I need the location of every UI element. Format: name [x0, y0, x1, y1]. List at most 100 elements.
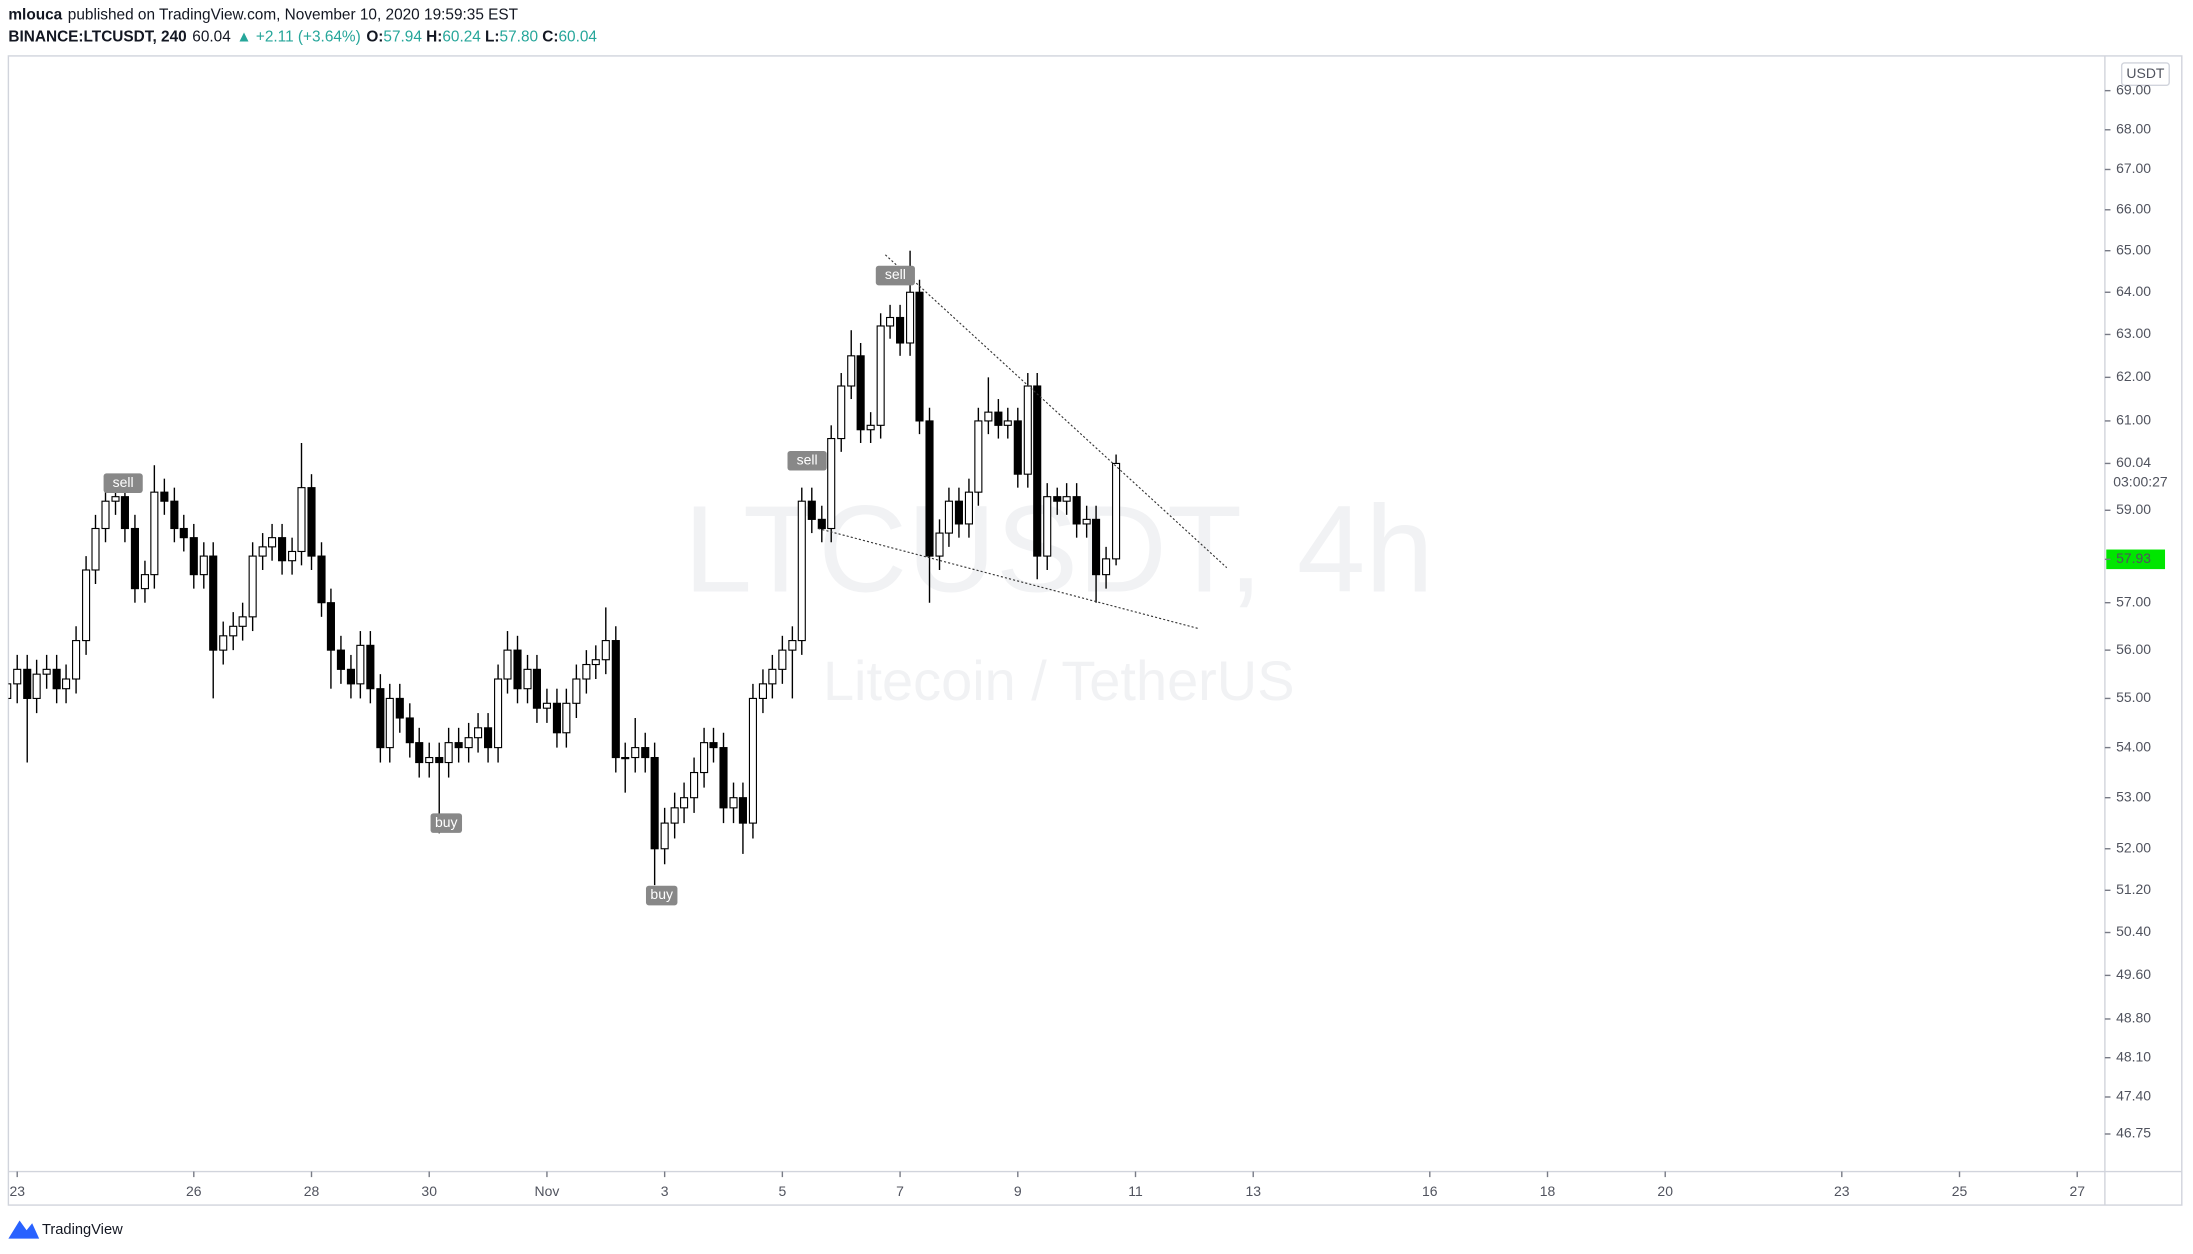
candle-body: [91, 527, 100, 571]
candle-body: [925, 420, 934, 557]
annotation-box: [787, 450, 827, 471]
change: ▲ +2.11 (+3.64%): [236, 29, 360, 46]
y-tick-label: 59.00: [2116, 501, 2151, 517]
candle-body: [523, 668, 532, 690]
candle-body: [484, 727, 493, 749]
candle-body: [532, 668, 541, 709]
y-tick-label: 52.00: [2116, 839, 2151, 855]
candle-body: [23, 668, 32, 699]
annotation-box: [645, 885, 678, 906]
x-tick-label: 13: [1245, 1183, 1261, 1199]
candle-body: [464, 737, 473, 749]
c-label: C:: [542, 29, 558, 46]
candle-body: [503, 649, 512, 680]
x-tick-label: Nov: [535, 1183, 560, 1199]
candle-body: [366, 644, 375, 690]
last-price: 60.04: [192, 29, 231, 46]
price-label: 60.04: [2116, 454, 2151, 470]
candle-body: [611, 640, 620, 759]
candle-body: [238, 616, 247, 627]
candle-body: [729, 797, 738, 809]
candle-body: [72, 640, 81, 680]
candle-body: [278, 537, 287, 562]
countdown: 03:00:27: [2113, 474, 2168, 490]
candle-body: [641, 747, 650, 759]
candle-body: [8, 683, 12, 699]
candle-body: [552, 702, 561, 734]
candle-body: [650, 756, 659, 850]
candle-body: [847, 355, 856, 387]
candle-body: [964, 491, 973, 525]
candle-body: [189, 537, 198, 576]
y-tick-label: 49.60: [2116, 966, 2151, 982]
o-label: O:: [366, 29, 383, 46]
legend-line: BINANCE:LTCUSDT, 240 60.04 ▲ +2.11 (+3.64%…: [8, 29, 597, 46]
l-label: L:: [485, 29, 500, 46]
candle-body: [906, 291, 915, 344]
y-tick-label: 46.75: [2116, 1125, 2151, 1141]
candle-body: [13, 668, 22, 685]
y-tick-label: 61.00: [2116, 412, 2151, 428]
x-tick-label: 23: [9, 1183, 25, 1199]
candle-body: [32, 673, 41, 699]
candle-body: [179, 527, 188, 539]
y-tick-label: 55.00: [2116, 689, 2151, 705]
symbol: BINANCE:LTCUSDT, 240: [8, 29, 186, 46]
currency-box: [2120, 62, 2170, 86]
y-tick-label: 57.00: [2116, 593, 2151, 609]
candle-body: [660, 822, 669, 850]
x-tick-label: 5: [778, 1183, 786, 1199]
candle-body: [866, 424, 875, 431]
candle-body: [621, 756, 630, 760]
y-tick-label: 51.20: [2116, 881, 2151, 897]
x-tick-label: 23: [1834, 1183, 1850, 1199]
candle-body: [788, 640, 797, 651]
candle-body: [317, 555, 326, 604]
candle-body: [346, 668, 355, 685]
y-tick-label: 66.00: [2116, 200, 2151, 216]
candle-body: [130, 527, 139, 590]
candle-body: [376, 688, 385, 749]
candle-body: [229, 625, 238, 637]
frame: [7, 55, 2183, 1206]
candle-body: [435, 756, 444, 764]
candle-body: [719, 747, 728, 809]
candle-body: [572, 678, 581, 704]
candle-body: [1013, 420, 1022, 475]
annotation: buy: [435, 814, 458, 830]
candle-body: [709, 742, 718, 749]
candle-body: [120, 496, 129, 530]
candle-body: [199, 555, 208, 576]
annotation: sell: [797, 451, 818, 467]
x-tick-label: 11: [1128, 1183, 1143, 1199]
header-line: mlouca published on TradingView.com, Nove…: [8, 6, 518, 23]
candle-body: [494, 678, 503, 749]
y-tick-label: 67.00: [2116, 160, 2151, 176]
trendline: [884, 254, 1228, 569]
annotation-box: [103, 473, 143, 493]
candle-body: [170, 500, 179, 530]
x-tick-label: 3: [661, 1183, 669, 1199]
y-tick-label: 48.80: [2116, 1010, 2151, 1026]
annotation-box: [430, 813, 463, 833]
o-value: 57.94: [383, 29, 422, 46]
x-tick-label: 25: [1952, 1183, 1968, 1199]
candle-body: [160, 491, 169, 502]
candle-body: [974, 420, 983, 493]
candle-body: [738, 797, 747, 824]
candle-body: [768, 668, 777, 685]
candle-body: [1033, 385, 1042, 557]
annotation-box: [875, 265, 915, 286]
candle-body: [297, 487, 306, 553]
x-tick-label: 9: [1014, 1183, 1022, 1199]
candle-body: [513, 649, 522, 690]
candle-body: [219, 635, 228, 651]
candle-body: [42, 668, 51, 675]
candle-body: [1102, 558, 1111, 576]
candle-body: [1072, 496, 1081, 525]
candle-body: [268, 537, 277, 548]
candle-body: [1092, 518, 1101, 576]
candle-body: [542, 702, 551, 709]
candle-body: [915, 291, 924, 422]
candle-body: [258, 546, 267, 557]
